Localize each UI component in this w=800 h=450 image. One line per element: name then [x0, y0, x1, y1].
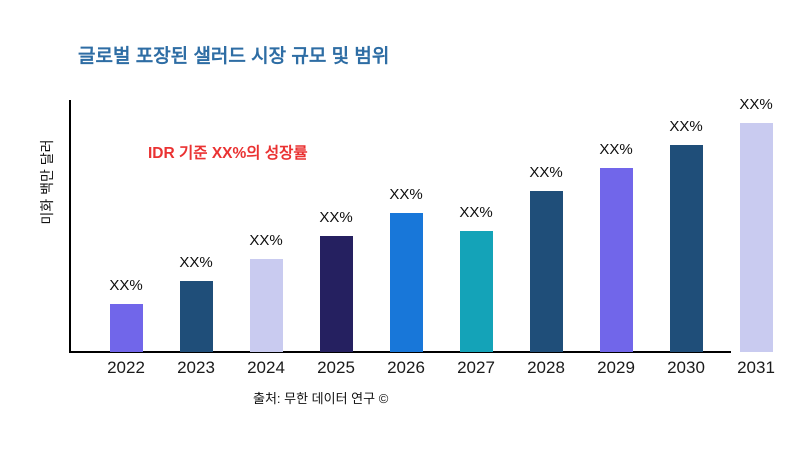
bar-2027	[460, 231, 493, 352]
bar-2029	[600, 168, 633, 352]
bar-2024	[250, 259, 283, 352]
bar-2023	[180, 281, 213, 352]
source-caption: 출처: 무한 데이터 연구 ©	[253, 391, 389, 406]
x-tick-label-2023: 2023	[177, 358, 215, 377]
bar-value-label-2023: XX%	[179, 254, 213, 271]
x-tick-label-2029: 2029	[597, 358, 635, 377]
x-tick-label-2031: 2031	[737, 358, 775, 377]
bar-value-label-2030: XX%	[669, 118, 703, 135]
chart-title: 글로벌 포장된 샐러드 시장 규모 및 범위	[78, 46, 390, 67]
bar-2022	[110, 304, 143, 352]
bar-2026	[390, 213, 423, 352]
bar-value-label-2026: XX%	[389, 186, 423, 203]
bar-value-label-2028: XX%	[529, 164, 563, 181]
bar-2028	[530, 191, 563, 352]
bar-2031	[740, 123, 773, 352]
x-axis-line	[69, 351, 731, 353]
bar-value-label-2027: XX%	[459, 204, 493, 221]
bar-2025	[320, 236, 353, 352]
bar-value-label-2022: XX%	[109, 277, 143, 294]
x-tick-label-2025: 2025	[317, 358, 355, 377]
x-tick-label-2024: 2024	[247, 358, 285, 377]
y-axis-label: 미화 백만 달러	[39, 139, 55, 225]
y-axis-line	[69, 100, 71, 353]
bar-value-label-2031: XX%	[739, 96, 773, 113]
bar-value-label-2029: XX%	[599, 141, 633, 158]
bar-value-label-2024: XX%	[249, 232, 283, 249]
x-tick-label-2030: 2030	[667, 358, 705, 377]
x-tick-label-2022: 2022	[107, 358, 145, 377]
bar-value-label-2025: XX%	[319, 209, 353, 226]
x-tick-label-2026: 2026	[387, 358, 425, 377]
x-tick-label-2027: 2027	[457, 358, 495, 377]
bar-2030	[670, 145, 703, 352]
growth-rate-annotation: IDR 기준 XX%의 성장률	[148, 145, 308, 162]
x-tick-label-2028: 2028	[527, 358, 565, 377]
